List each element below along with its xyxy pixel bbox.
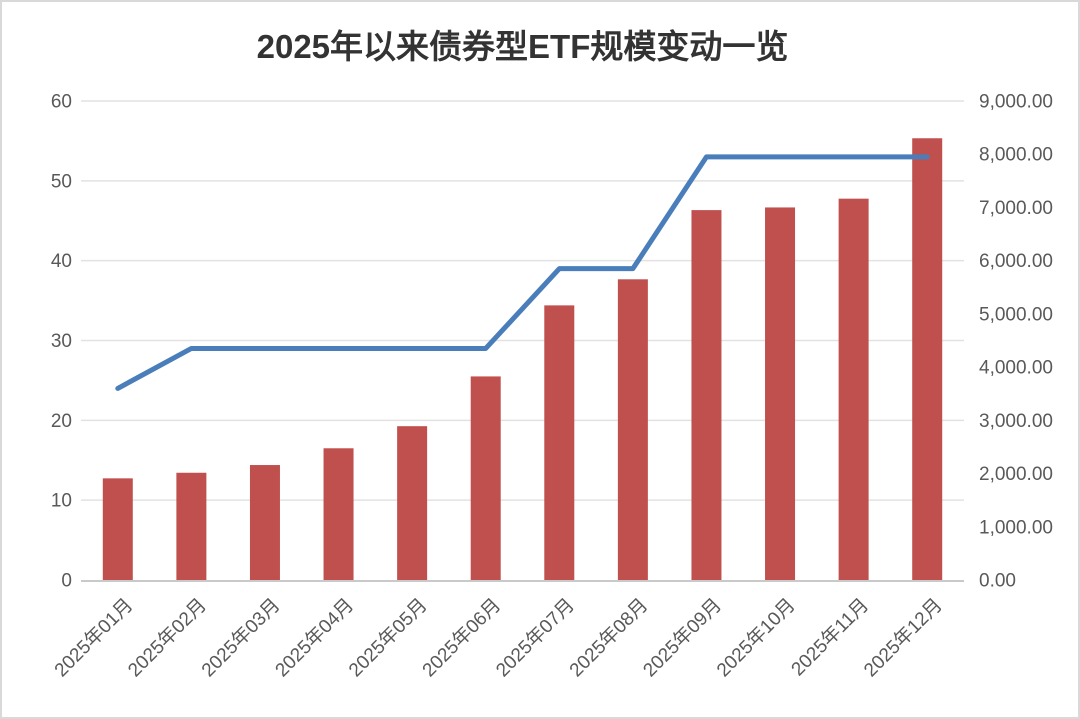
- right-axis-tick-label: 9,000.00: [979, 92, 1053, 113]
- series-line: [115, 154, 930, 391]
- left-axis-tick-label: 40: [51, 251, 72, 272]
- bar: [323, 448, 354, 581]
- x-axis-label: 2025年10月: [712, 594, 799, 681]
- left-axis-tick-label: 60: [51, 92, 72, 113]
- left-axis-tick-label: 10: [51, 491, 72, 512]
- bar: [617, 279, 648, 581]
- x-axis-label: 2025年06月: [418, 594, 505, 681]
- right-axis-tick-label: 0.00: [979, 571, 1016, 592]
- bar: [912, 138, 943, 581]
- right-axis-tick-label: 1,000.00: [979, 517, 1053, 538]
- x-axis-label: 2025年03月: [197, 594, 284, 681]
- bar: [102, 478, 133, 581]
- x-axis-label: 2025年05月: [344, 594, 431, 681]
- bar: [397, 426, 428, 581]
- x-axis-label: 2025年07月: [492, 594, 579, 681]
- x-axis-label: 2025年02月: [124, 594, 211, 681]
- x-axis-label: 2025年09月: [639, 594, 726, 681]
- bar: [691, 210, 722, 581]
- x-axis-label: 2025年01月: [50, 594, 137, 681]
- bar: [544, 305, 575, 581]
- chart-title: 2025年以来债券型ETF规模变动一览: [256, 28, 789, 65]
- left-axis-tick-label: 0: [61, 571, 72, 592]
- left-axis-tick-label: 30: [51, 331, 72, 352]
- right-axis-tick-label: 2,000.00: [979, 464, 1053, 485]
- bar: [838, 198, 869, 581]
- x-axis-label: 2025年08月: [565, 594, 652, 681]
- right-axis-tick-label: 4,000.00: [979, 358, 1053, 379]
- right-axis-tick-label: 8,000.00: [979, 145, 1053, 166]
- left-axis-tick-label: 50: [51, 171, 72, 192]
- right-axis-tick-label: 3,000.00: [979, 411, 1053, 432]
- bar: [470, 376, 501, 581]
- bar: [176, 472, 207, 581]
- bar: [765, 207, 796, 581]
- right-axis-tick-label: 6,000.00: [979, 251, 1053, 272]
- right-axis-tick-label: 5,000.00: [979, 304, 1053, 325]
- right-axis-tick-label: 7,000.00: [979, 198, 1053, 219]
- bar: [249, 465, 280, 581]
- left-axis-tick-label: 20: [51, 411, 72, 432]
- x-axis-label: 2025年04月: [271, 594, 358, 681]
- x-axis-label: 2025年12月: [859, 594, 946, 681]
